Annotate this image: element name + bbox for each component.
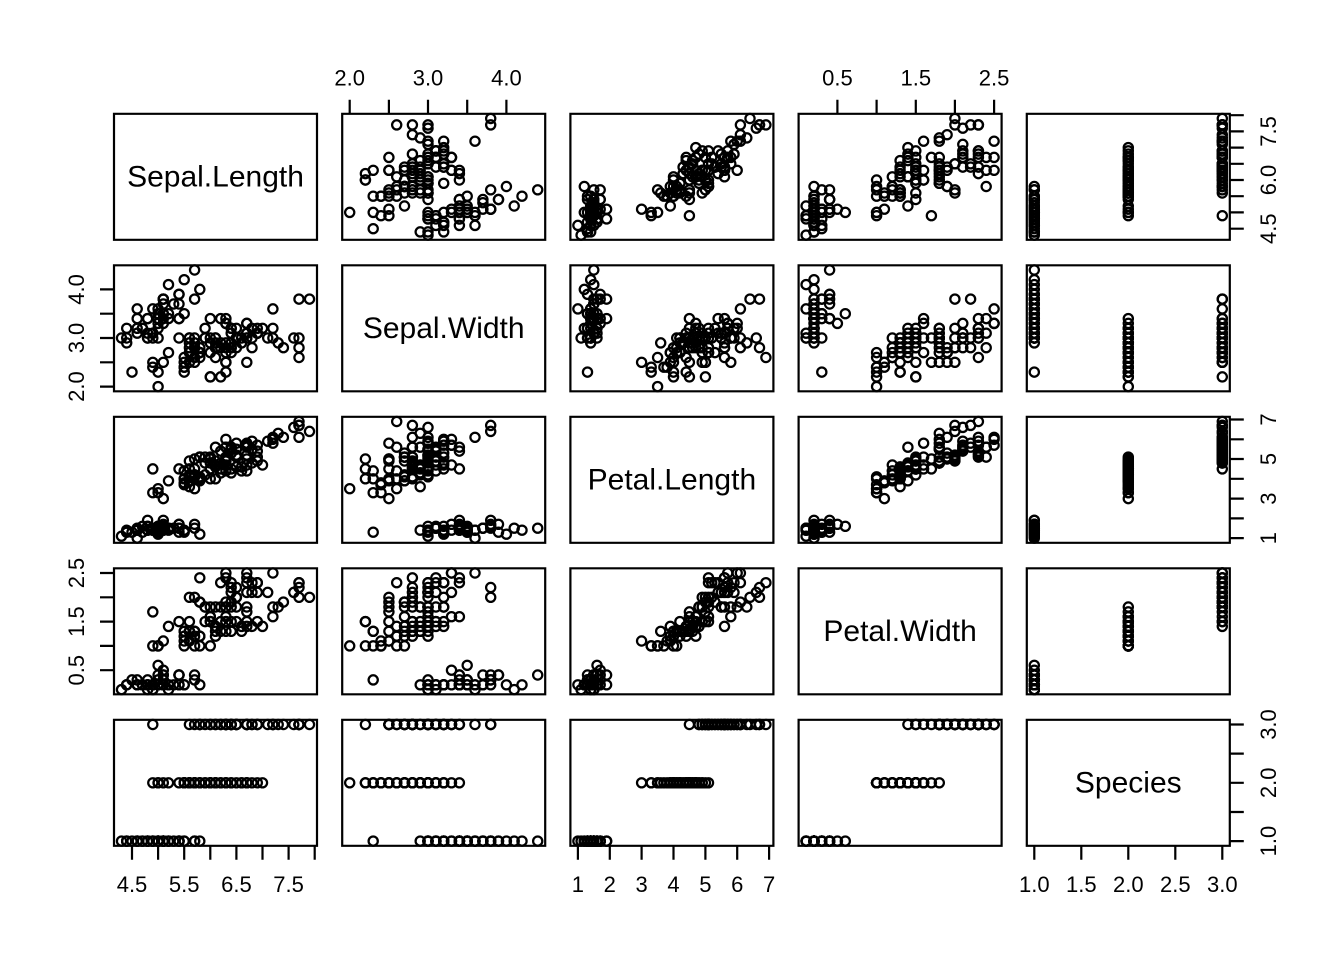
svg-text:4.0: 4.0 — [64, 274, 89, 305]
svg-text:0.5: 0.5 — [822, 66, 853, 91]
svg-text:1.5: 1.5 — [64, 606, 89, 637]
svg-text:2.5: 2.5 — [1160, 872, 1191, 897]
svg-text:1: 1 — [1256, 532, 1281, 544]
svg-text:2: 2 — [604, 872, 616, 897]
svg-text:Petal.Width: Petal.Width — [823, 615, 976, 648]
svg-text:Petal.Length: Petal.Length — [588, 464, 756, 497]
svg-text:1.5: 1.5 — [1066, 872, 1097, 897]
svg-text:5: 5 — [699, 872, 711, 897]
svg-text:4: 4 — [667, 872, 679, 897]
svg-text:Sepal.Width: Sepal.Width — [363, 312, 525, 345]
svg-text:0.5: 0.5 — [64, 655, 89, 686]
svg-text:1.5: 1.5 — [901, 66, 932, 91]
svg-text:7: 7 — [763, 872, 775, 897]
svg-text:3.0: 3.0 — [1256, 709, 1281, 740]
svg-text:2.0: 2.0 — [334, 66, 365, 91]
svg-text:2.5: 2.5 — [64, 558, 89, 589]
svg-text:7.5: 7.5 — [273, 872, 304, 897]
svg-text:2.0: 2.0 — [1256, 768, 1281, 799]
svg-text:4.5: 4.5 — [1256, 213, 1281, 244]
svg-text:6.5: 6.5 — [221, 872, 252, 897]
svg-text:1.0: 1.0 — [1019, 872, 1050, 897]
svg-text:6: 6 — [731, 872, 743, 897]
svg-text:1.0: 1.0 — [1256, 826, 1281, 857]
svg-text:Species: Species — [1075, 767, 1182, 800]
svg-text:Sepal.Length: Sepal.Length — [127, 161, 304, 194]
svg-text:2.0: 2.0 — [64, 371, 89, 402]
svg-text:2.0: 2.0 — [1113, 872, 1144, 897]
svg-text:3: 3 — [1256, 492, 1281, 504]
svg-text:5.5: 5.5 — [169, 872, 200, 897]
svg-text:4.5: 4.5 — [117, 872, 148, 897]
svg-text:3.0: 3.0 — [1207, 872, 1238, 897]
svg-text:7: 7 — [1256, 413, 1281, 425]
svg-text:4.0: 4.0 — [491, 66, 522, 91]
svg-text:3.0: 3.0 — [64, 323, 89, 354]
svg-text:2.5: 2.5 — [979, 66, 1010, 91]
svg-text:7.5: 7.5 — [1256, 116, 1281, 147]
svg-text:5: 5 — [1256, 453, 1281, 465]
svg-text:3: 3 — [635, 872, 647, 897]
svg-text:3.0: 3.0 — [413, 66, 444, 91]
svg-text:6.0: 6.0 — [1256, 165, 1281, 196]
svg-text:1: 1 — [572, 872, 584, 897]
